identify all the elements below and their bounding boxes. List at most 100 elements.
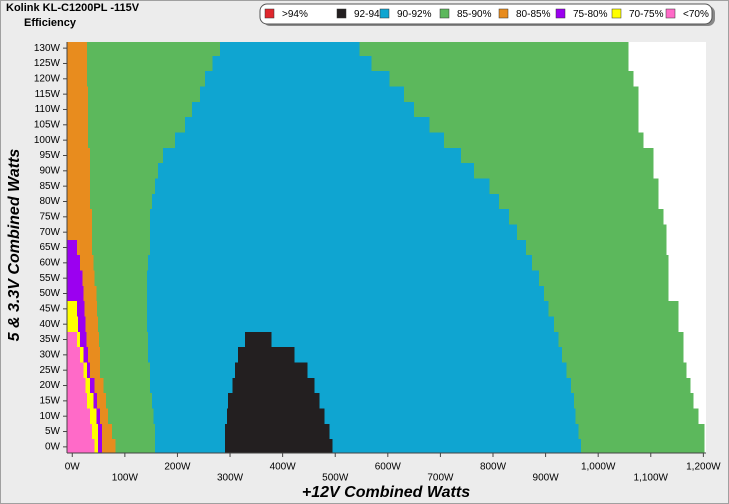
y-tick-label: 105W	[34, 119, 61, 130]
heat-cell	[83, 347, 89, 363]
heat-cell	[150, 239, 527, 256]
heat-cell	[224, 423, 330, 440]
legend-swatch	[555, 8, 566, 19]
x-tick-label: 200W	[164, 462, 191, 473]
heat-cell	[80, 331, 87, 348]
heat-cell	[67, 71, 87, 87]
heat-cell	[371, 55, 629, 72]
x-axis-label: +12V Combined Watts	[302, 484, 470, 501]
heat-cell	[86, 331, 100, 348]
heat-cell	[83, 362, 87, 378]
heat-cell	[67, 239, 77, 256]
y-tick-label: 75W	[39, 211, 60, 222]
x-tick-label: 300W	[217, 473, 244, 484]
heat-cell	[92, 224, 151, 240]
x-tick-label: 500W	[322, 473, 349, 484]
y-tick-label: 40W	[39, 319, 60, 330]
heat-cell	[558, 331, 684, 348]
y-tick-label: 70W	[39, 227, 60, 238]
y-tick-label: 35W	[39, 334, 60, 345]
heat-cell	[152, 393, 228, 409]
heat-cell	[359, 42, 629, 56]
legend-box	[259, 3, 713, 25]
heat-cell	[324, 408, 576, 424]
heat-cell	[76, 239, 93, 256]
heat-cell	[147, 347, 238, 363]
y-tick-label: 100W	[34, 135, 61, 146]
heat-cell	[67, 439, 95, 453]
heat-cell	[544, 285, 669, 302]
heat-cell	[154, 423, 225, 440]
heat-cell	[78, 316, 86, 332]
heat-cell	[580, 439, 705, 453]
heat-cell	[561, 347, 684, 363]
heat-cell	[88, 347, 101, 363]
heat-cell	[232, 377, 315, 394]
legend-label: 70-75%	[629, 9, 664, 20]
heat-cell	[294, 347, 562, 363]
y-tick-label: 55W	[39, 273, 60, 284]
heat-cell	[88, 117, 185, 133]
legend-swatch	[498, 8, 509, 19]
heat-cell	[100, 362, 151, 378]
heat-cell	[96, 393, 106, 409]
heat-cell	[67, 163, 91, 179]
heat-cell	[147, 255, 532, 271]
heat-cell	[90, 193, 153, 210]
heat-cell	[146, 316, 555, 332]
heat-cell	[83, 285, 97, 302]
heat-cell	[86, 362, 91, 378]
heat-cell	[103, 377, 151, 394]
x-tick-label: 1,200W	[686, 462, 721, 473]
y-tick-label: 130W	[34, 43, 61, 54]
legend-label: >94%	[282, 9, 308, 20]
heat-cell	[88, 101, 193, 118]
legend-swatch	[336, 8, 347, 19]
heat-cell	[67, 117, 89, 133]
heat-cell	[82, 270, 95, 286]
heat-cell	[93, 255, 148, 271]
heat-cell	[150, 224, 518, 240]
heat-cell	[76, 331, 81, 348]
y-tick-label: 65W	[39, 242, 60, 253]
heat-cell	[67, 362, 84, 378]
x-tick-label: 400W	[270, 462, 297, 473]
y-tick-label: 60W	[39, 257, 60, 268]
heat-cell	[105, 393, 153, 409]
heat-cell	[67, 147, 91, 164]
heat-cell	[244, 331, 272, 348]
heat-cell	[307, 362, 567, 378]
heat-cell	[67, 255, 81, 271]
heat-cell	[67, 86, 89, 102]
legend-label: 80-85%	[516, 9, 551, 20]
heat-cell	[489, 178, 659, 194]
heat-cell	[115, 439, 155, 453]
heat-cell	[85, 316, 99, 332]
heat-cell	[67, 193, 91, 210]
heat-cell	[86, 71, 205, 87]
y-tick-label: 30W	[39, 349, 60, 360]
y-tick-label: 120W	[34, 73, 61, 84]
heat-cell	[224, 439, 333, 453]
heat-cell	[67, 301, 77, 317]
heat-cell	[90, 362, 101, 378]
heat-cell	[98, 439, 103, 453]
heat-cell	[147, 331, 245, 348]
heat-cell	[234, 362, 308, 378]
heat-cell	[92, 209, 151, 225]
heat-cell	[67, 132, 89, 148]
y-tick-label: 110W	[35, 104, 61, 115]
heat-cell	[538, 270, 669, 286]
heat-cell	[508, 209, 664, 225]
heat-cell	[94, 270, 147, 286]
heat-cell	[146, 301, 549, 317]
y-tick-label: 25W	[39, 365, 60, 376]
heat-cell	[531, 255, 669, 271]
y-tick-label: 95W	[39, 150, 60, 161]
y-tick-label: 5W	[45, 426, 61, 437]
chart-title: Kolink KL-C1200PL -115V	[6, 2, 140, 14]
heat-cell	[226, 408, 325, 424]
heat-cell	[570, 377, 691, 394]
heat-cell	[86, 42, 221, 56]
